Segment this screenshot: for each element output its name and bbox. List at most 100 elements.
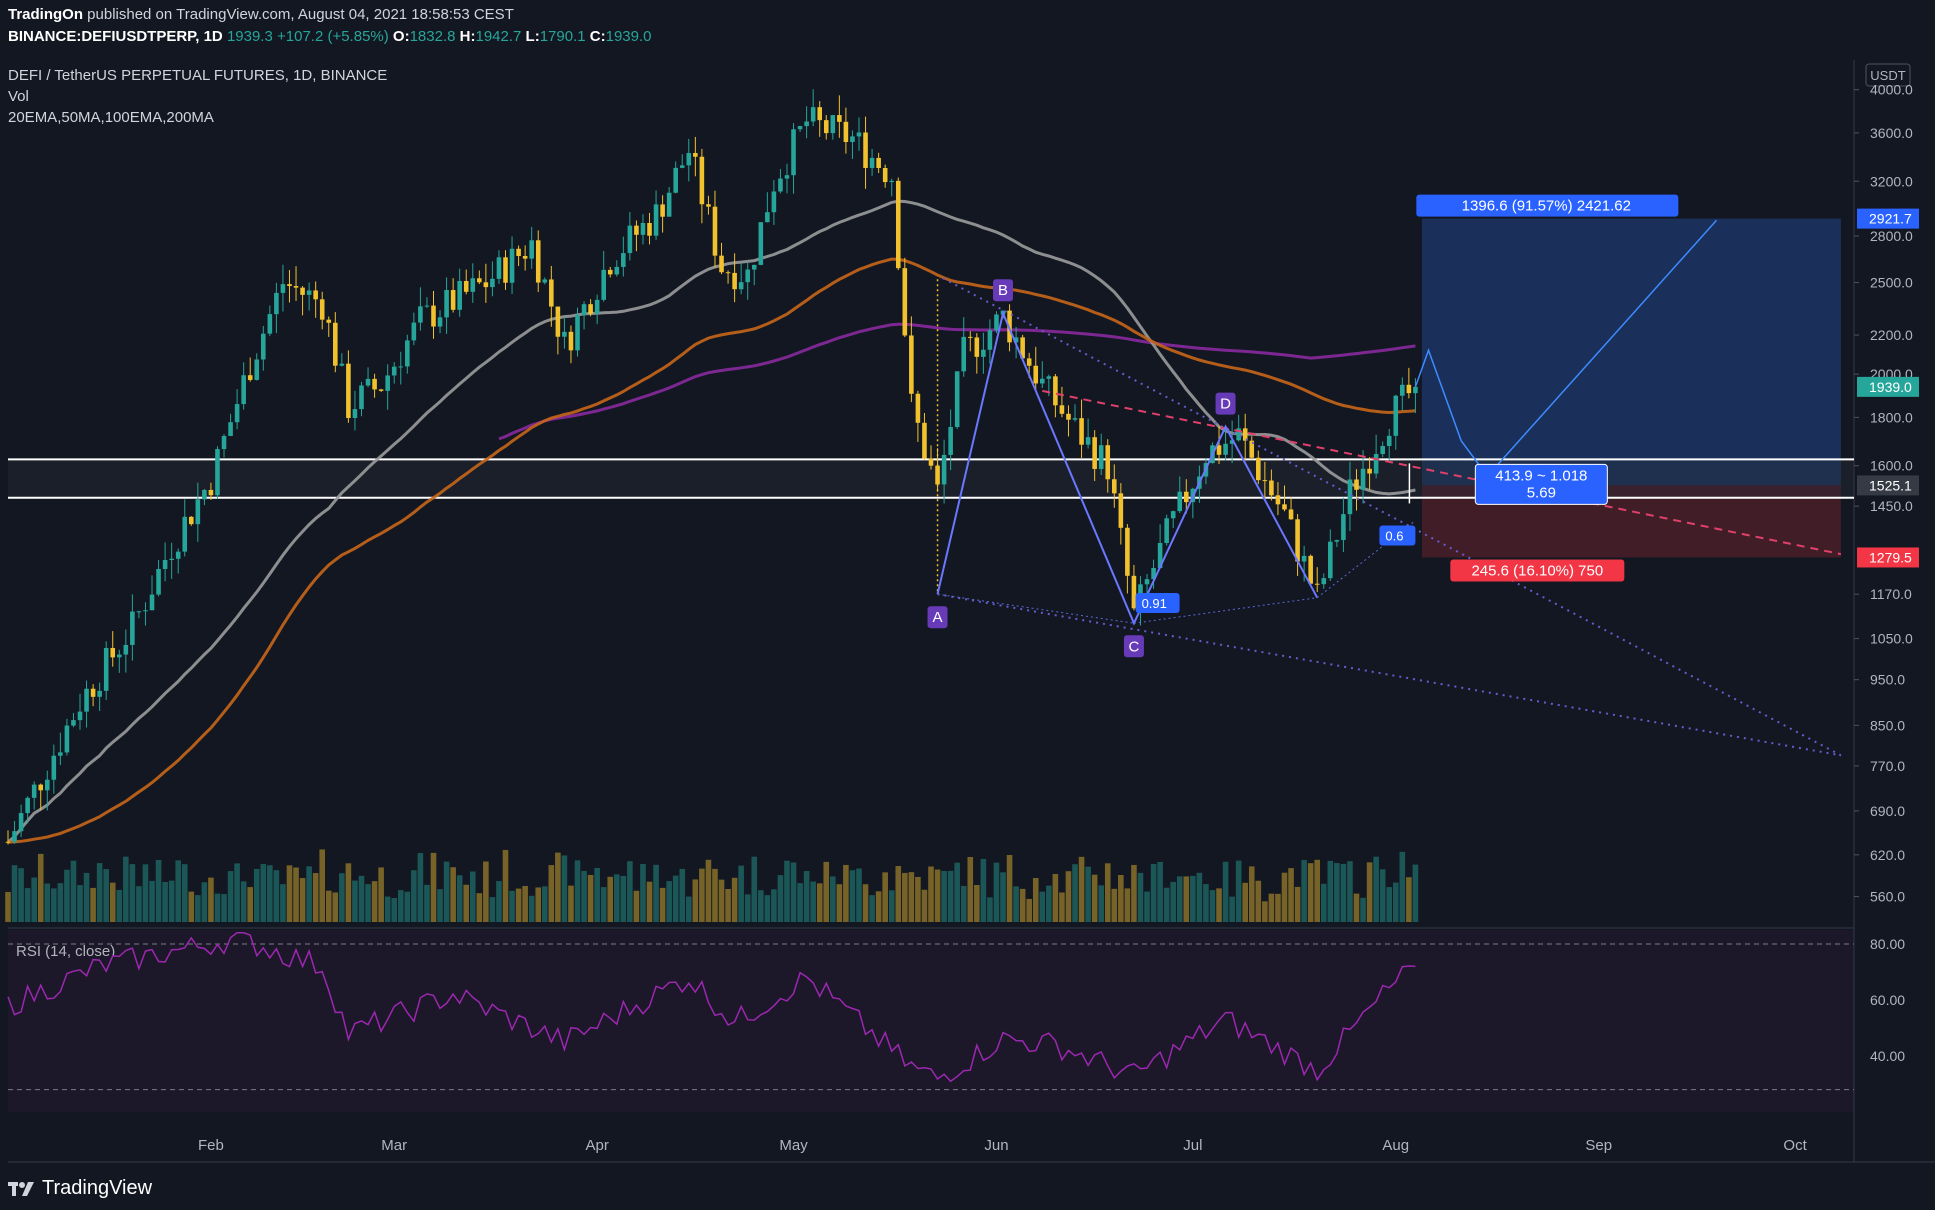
candle-body	[719, 255, 724, 273]
ma50-line	[7, 199, 1416, 844]
candle-body	[103, 647, 109, 691]
volume-bar	[1065, 871, 1072, 922]
volume-bar	[1392, 882, 1399, 922]
candle-body	[143, 610, 148, 612]
candle-body	[437, 317, 443, 327]
volume-bar	[960, 885, 967, 922]
volume-bar	[44, 883, 51, 922]
candle-body	[660, 204, 665, 217]
time-tick-label: Apr	[585, 1137, 608, 1154]
pattern-point-d: D	[1215, 392, 1236, 415]
volume-bar	[188, 891, 195, 922]
volume-bar	[856, 868, 862, 922]
volume-bar	[1216, 888, 1222, 922]
volume-bar	[738, 865, 744, 922]
volume-bar	[1111, 888, 1118, 922]
price-tick-label: 950.0	[1870, 672, 1905, 688]
price-tick-label: 2500.0	[1870, 275, 1913, 291]
entry-price-tag: 1525.1	[1857, 475, 1919, 496]
volume-bar	[1006, 855, 1013, 922]
price-tick-label: 1050.0	[1870, 631, 1913, 647]
volume-bar	[1340, 863, 1347, 922]
candle-body	[1151, 568, 1156, 580]
candle-body	[1046, 376, 1052, 379]
target-price-tag-box	[1857, 208, 1919, 229]
candle-body	[51, 755, 57, 780]
volume-bar	[1281, 872, 1288, 922]
candle-body	[712, 206, 718, 256]
current-price-tag: 1939.0	[1857, 376, 1919, 397]
candle-body	[954, 371, 960, 428]
volume-bar	[476, 893, 483, 922]
volume-bar	[535, 887, 542, 922]
low-label: L:	[525, 28, 540, 45]
volume-bar	[764, 895, 771, 922]
volume-bar	[77, 885, 83, 922]
currency-button[interactable]: USDT	[1865, 63, 1911, 87]
volume-bar	[1124, 888, 1131, 922]
candle-body	[778, 178, 783, 192]
candle-body	[699, 156, 705, 205]
candle-body	[162, 560, 168, 569]
candle-body	[837, 115, 842, 122]
candle-body	[385, 375, 390, 391]
volume-bar	[987, 897, 993, 922]
candle-body	[18, 813, 24, 832]
stop-label-text: 245.6 (16.10%) 750	[1471, 562, 1603, 579]
legend-vol[interactable]: Vol	[8, 88, 29, 105]
volume-bar	[352, 880, 358, 922]
volume-bar	[1026, 898, 1032, 922]
ce-ratio-line	[1133, 597, 1318, 624]
volume-bar	[371, 881, 378, 922]
candle-body	[529, 240, 534, 259]
volume-bar	[744, 894, 751, 922]
candle-body	[77, 711, 83, 721]
volume-bar	[803, 871, 810, 922]
volume-bar	[175, 860, 181, 922]
candle-body	[247, 375, 253, 380]
candle-body	[522, 256, 528, 259]
volume-bar	[1386, 887, 1393, 922]
candle-body	[130, 611, 135, 645]
close-label: C:	[589, 28, 606, 45]
candle-body	[765, 212, 770, 223]
ratio-d-badge-box	[1379, 525, 1416, 546]
volume-bar	[208, 877, 214, 922]
volume-bar	[902, 872, 908, 922]
legend-title[interactable]: DEFI / TetherUS PERPETUAL FUTURES, 1D, B…	[8, 67, 388, 84]
volume-bar	[967, 857, 974, 922]
legend-mas[interactable]: 20EMA,50MA,100EMA,200MA	[8, 109, 214, 126]
price-tick-label: 2200.0	[1870, 327, 1913, 343]
candle-body	[64, 725, 70, 753]
candle-body	[679, 165, 685, 168]
volume-bar	[1248, 866, 1255, 922]
risk-reward-line1: 413.9 ~ 1.018	[1495, 467, 1587, 484]
pattern-point-label: B	[998, 282, 1008, 299]
candle-body	[791, 129, 796, 176]
pattern-point-c: C	[1123, 635, 1144, 658]
candle-body	[1223, 443, 1228, 455]
volume-bar	[1406, 877, 1412, 922]
volume-bar	[1176, 876, 1183, 922]
candle-body	[1059, 405, 1065, 414]
volume-bar	[541, 886, 548, 922]
candle-body	[1111, 479, 1117, 494]
candle-body	[1105, 445, 1111, 480]
candle-body	[97, 690, 102, 697]
time-tick-label: Sep	[1585, 1137, 1612, 1154]
candle-body	[202, 489, 207, 500]
candle-body	[1125, 527, 1130, 576]
volume-series	[5, 849, 1419, 922]
candle-body	[581, 304, 587, 316]
volume-bar	[705, 859, 712, 922]
volume-bar	[109, 882, 116, 922]
candle-body	[1164, 518, 1169, 543]
price-axis-ticks: 4000.03600.03200.02800.02500.02200.02000…	[1854, 82, 1913, 905]
volume-bar	[1379, 869, 1386, 922]
candle-body	[706, 204, 711, 207]
volume-bar	[712, 868, 718, 922]
volume-bar	[1190, 875, 1196, 922]
candle-body	[1066, 413, 1071, 420]
candle-body	[293, 286, 299, 288]
